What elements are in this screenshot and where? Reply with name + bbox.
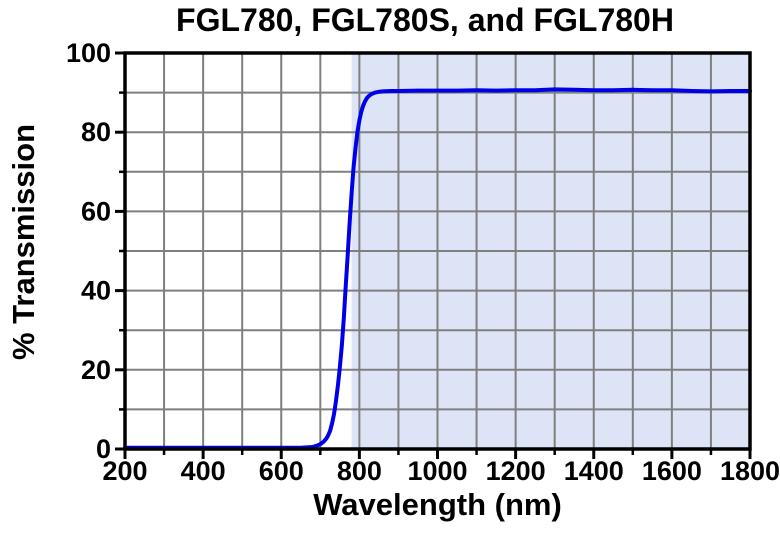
chart-title: FGL780, FGL780S, and FGL780H — [176, 2, 674, 38]
y-tick-label: 0 — [96, 434, 111, 464]
x-axis-title: Wavelength (nm) — [313, 487, 562, 522]
x-tick-label: 400 — [181, 456, 226, 486]
x-tick-label: 800 — [337, 456, 382, 486]
y-tick-label: 100 — [66, 38, 111, 68]
y-tick-label: 20 — [81, 355, 111, 385]
x-tick-label: 1400 — [564, 456, 624, 486]
x-tick-label: 1000 — [407, 456, 467, 486]
y-tick-label: 40 — [81, 276, 111, 306]
x-tick-label: 1600 — [642, 456, 702, 486]
y-tick-label: 60 — [81, 196, 111, 226]
x-tick-label: 1200 — [486, 456, 546, 486]
y-axis-title: % Transmission — [6, 123, 41, 361]
x-tick-label: 200 — [102, 456, 147, 486]
x-tick-label: 600 — [259, 456, 304, 486]
x-tick-label: 1800 — [720, 456, 780, 486]
y-tick-label: 80 — [81, 117, 111, 147]
